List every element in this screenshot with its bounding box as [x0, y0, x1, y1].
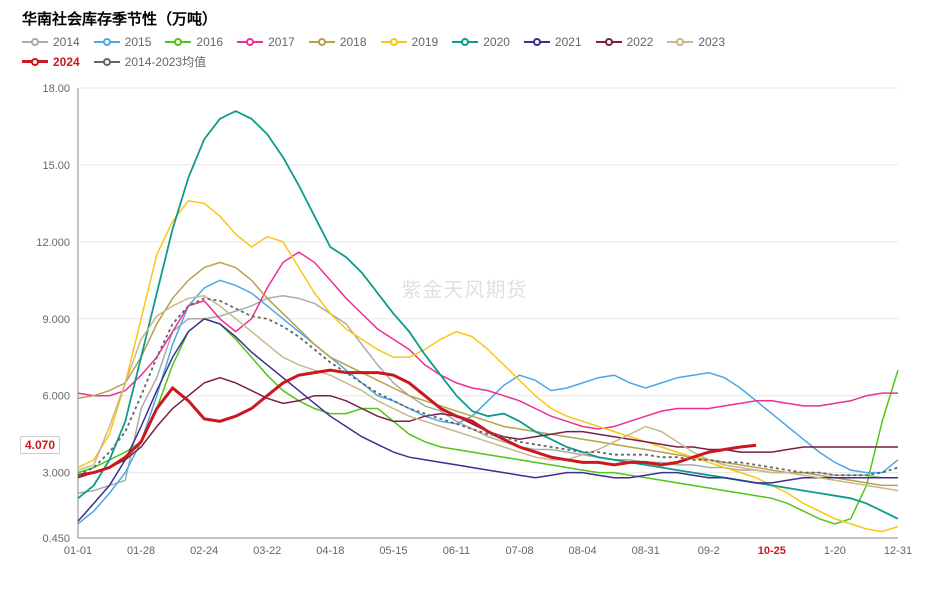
series-2017 [78, 252, 898, 429]
legend-item-2024[interactable]: 2024 [22, 53, 80, 70]
legend-label: 2016 [196, 35, 223, 49]
y-tick-label: 6.000 [42, 391, 70, 403]
legend-swatch [22, 56, 48, 68]
y-tick-label: 0.450 [42, 533, 70, 545]
legend-swatch [94, 36, 120, 48]
x-tick-label: 12-31 [884, 545, 912, 557]
chart-title: 华南社会库存季节性（万吨） [0, 0, 929, 35]
legend-label: 2020 [483, 35, 510, 49]
legend-swatch [381, 36, 407, 48]
x-tick-label: 02-24 [190, 545, 218, 557]
current-value-callout: 4.070 [20, 436, 60, 454]
legend-item-2015[interactable]: 2015 [94, 35, 152, 49]
y-tick-label: 18.00 [42, 83, 70, 95]
legend-swatch [22, 36, 48, 48]
legend: 2014 2015 2016 2017 2018 2019 2020 2021 2022 2023… [0, 35, 929, 78]
legend-item-2017[interactable]: 2017 [237, 35, 295, 49]
x-tick-label: 10-25 [758, 545, 786, 557]
x-tick-label: 04-18 [316, 545, 344, 557]
line-chart-svg: 0.450 3.000 6.000 9.000 12.000 15.00 18.00 01-0… [0, 78, 929, 578]
legend-swatch [524, 36, 550, 48]
legend-item-2021[interactable]: 2021 [524, 35, 582, 49]
legend-label: 2021 [555, 35, 582, 49]
x-tick-label: 07-08 [505, 545, 533, 557]
x-tick-label: 08-31 [632, 545, 660, 557]
legend-label: 2014-2023均值 [125, 53, 206, 70]
legend-swatch [165, 36, 191, 48]
series-2014 [78, 296, 898, 493]
legend-item-2019[interactable]: 2019 [381, 35, 439, 49]
x-tick-label: 05-15 [379, 545, 407, 557]
x-tick-label: 01-28 [127, 545, 155, 557]
y-tick-label: 3.000 [42, 468, 70, 480]
legend-label: 2019 [412, 35, 439, 49]
legend-label: 2023 [698, 35, 725, 49]
x-tick-label: 08-04 [569, 545, 597, 557]
legend-swatch [309, 36, 335, 48]
legend-swatch [452, 36, 478, 48]
series-2014-2023均值 [78, 298, 898, 475]
legend-item-2018[interactable]: 2018 [309, 35, 367, 49]
y-tick-label: 9.000 [42, 314, 70, 326]
legend-item-2016[interactable]: 2016 [165, 35, 223, 49]
x-tick-label: 09-2 [698, 545, 720, 557]
x-tick-label: 06-11 [443, 545, 470, 557]
legend-swatch [237, 36, 263, 48]
x-tick-label: 03-22 [253, 545, 281, 557]
legend-item-2014[interactable]: 2014 [22, 35, 80, 49]
series-2020 [78, 111, 898, 519]
x-tick-label: 1-20 [824, 545, 846, 557]
x-tick-label: 01-01 [64, 545, 92, 557]
legend-label: 2018 [340, 35, 367, 49]
chart-area: 紫金天风期货 4.070 0.4503.0006.0009.00012.0001… [0, 78, 929, 578]
y-tick-label: 12.000 [36, 237, 70, 249]
legend-item-2014-2023均值[interactable]: 2014-2023均值 [94, 53, 206, 70]
legend-label: 2022 [627, 35, 654, 49]
legend-swatch [667, 36, 693, 48]
legend-item-2023[interactable]: 2023 [667, 35, 725, 49]
series-2022 [78, 378, 898, 478]
legend-label: 2024 [53, 55, 80, 69]
legend-label: 2014 [53, 35, 80, 49]
legend-swatch [596, 36, 622, 48]
legend-item-2022[interactable]: 2022 [596, 35, 654, 49]
legend-swatch [94, 56, 120, 68]
legend-label: 2015 [125, 35, 152, 49]
legend-label: 2017 [268, 35, 295, 49]
y-tick-label: 15.00 [42, 160, 70, 172]
legend-item-2020[interactable]: 2020 [452, 35, 510, 49]
series-2023 [78, 296, 898, 491]
